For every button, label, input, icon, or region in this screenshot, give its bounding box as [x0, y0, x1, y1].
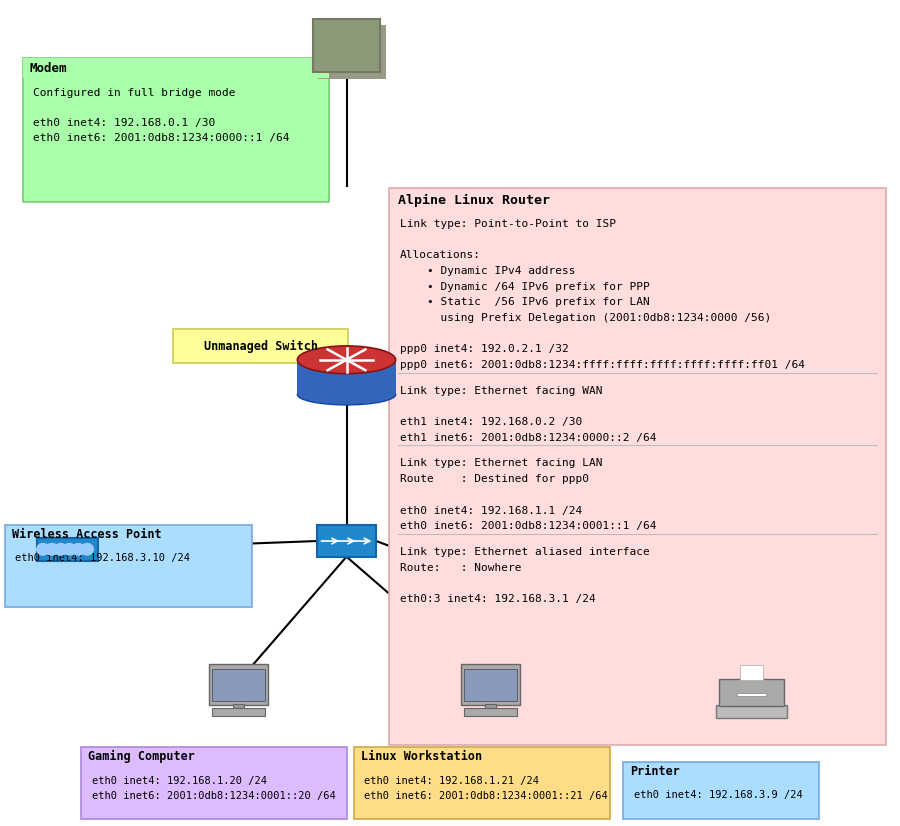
Text: Route:   : Nowhere: Route: : Nowhere — [400, 563, 521, 572]
FancyBboxPatch shape — [22, 58, 328, 202]
FancyBboxPatch shape — [4, 525, 252, 607]
FancyBboxPatch shape — [318, 525, 376, 557]
FancyBboxPatch shape — [719, 679, 784, 706]
Text: eth1 inet6: 2001:0db8:1234:0000::2 /64: eth1 inet6: 2001:0db8:1234:0000::2 /64 — [400, 433, 656, 443]
Text: • Static  /56 IPv6 prefix for LAN: • Static /56 IPv6 prefix for LAN — [400, 297, 650, 307]
FancyBboxPatch shape — [461, 664, 520, 705]
FancyBboxPatch shape — [484, 705, 497, 708]
Circle shape — [46, 544, 58, 555]
FancyBboxPatch shape — [37, 538, 98, 561]
FancyBboxPatch shape — [209, 664, 268, 705]
FancyBboxPatch shape — [716, 705, 788, 719]
Text: Allocations:: Allocations: — [400, 250, 481, 260]
Text: Configured in full bridge mode: Configured in full bridge mode — [33, 88, 236, 97]
Text: Link type: Point-to-Point to ISP: Link type: Point-to-Point to ISP — [400, 219, 616, 229]
Text: Wireless Access Point: Wireless Access Point — [12, 528, 161, 541]
FancyBboxPatch shape — [389, 188, 886, 745]
FancyBboxPatch shape — [22, 58, 328, 78]
Circle shape — [54, 544, 67, 555]
FancyBboxPatch shape — [81, 747, 347, 819]
FancyBboxPatch shape — [319, 25, 386, 79]
Text: Unmanaged Switch: Unmanaged Switch — [203, 339, 318, 353]
Ellipse shape — [297, 384, 396, 405]
FancyBboxPatch shape — [623, 762, 819, 819]
Text: eth1 inet4: 192.168.0.2 /30: eth1 inet4: 192.168.0.2 /30 — [400, 417, 582, 427]
Text: eth0 inet6: 2001:0db8:1234:0001::21 /64: eth0 inet6: 2001:0db8:1234:0001::21 /64 — [364, 791, 608, 801]
Text: Link type: Ethernet aliased interface: Link type: Ethernet aliased interface — [400, 547, 650, 557]
Text: Link type: Ethernet facing WAN: Link type: Ethernet facing WAN — [400, 386, 602, 396]
Text: eth0 inet6: 2001:0db8:1234:0001::1 /64: eth0 inet6: 2001:0db8:1234:0001::1 /64 — [400, 521, 656, 531]
FancyBboxPatch shape — [212, 708, 266, 716]
Text: Printer: Printer — [630, 765, 680, 778]
Text: eth0 inet4: 192.168.0.1 /30: eth0 inet4: 192.168.0.1 /30 — [33, 118, 216, 128]
Ellipse shape — [297, 346, 396, 373]
Text: eth0 inet6: 2001:0db8:1234:0001::20 /64: eth0 inet6: 2001:0db8:1234:0001::20 /64 — [92, 791, 336, 801]
Text: Linux Workstation: Linux Workstation — [361, 750, 482, 763]
Text: • Dynamic IPv4 address: • Dynamic IPv4 address — [400, 266, 575, 276]
FancyBboxPatch shape — [464, 708, 518, 716]
Text: eth0:3 inet4: 192.168.3.1 /24: eth0:3 inet4: 192.168.3.1 /24 — [400, 594, 596, 604]
FancyBboxPatch shape — [232, 705, 245, 708]
Text: eth0 inet4: 192.168.3.9 /24: eth0 inet4: 192.168.3.9 /24 — [634, 790, 802, 800]
Text: Gaming Computer: Gaming Computer — [88, 750, 195, 763]
Circle shape — [81, 544, 94, 555]
Text: ppp0 inet4: 192.0.2.1 /32: ppp0 inet4: 192.0.2.1 /32 — [400, 344, 569, 354]
FancyBboxPatch shape — [736, 692, 767, 695]
Circle shape — [72, 544, 85, 555]
Text: eth0 inet6: 2001:0db8:1234:0000::1 /64: eth0 inet6: 2001:0db8:1234:0000::1 /64 — [33, 134, 290, 144]
FancyBboxPatch shape — [740, 666, 763, 681]
Text: using Prefix Delegation (2001:0db8:1234:0000 /56): using Prefix Delegation (2001:0db8:1234:… — [400, 313, 770, 323]
Text: eth0 inet4: 192.168.1.21 /24: eth0 inet4: 192.168.1.21 /24 — [364, 776, 539, 786]
Text: Link type: Ethernet facing LAN: Link type: Ethernet facing LAN — [400, 458, 602, 468]
Text: Route    : Destined for ppp0: Route : Destined for ppp0 — [400, 474, 589, 484]
FancyBboxPatch shape — [297, 360, 396, 395]
FancyBboxPatch shape — [464, 669, 517, 700]
Text: Alpine Linux Router: Alpine Linux Router — [398, 194, 550, 207]
Text: eth0 inet4: 192.168.1.20 /24: eth0 inet4: 192.168.1.20 /24 — [92, 776, 266, 786]
Text: eth0 inet4: 192.168.1.1 /24: eth0 inet4: 192.168.1.1 /24 — [400, 506, 582, 515]
Text: eth0 inet4: 192.168.3.10 /24: eth0 inet4: 192.168.3.10 /24 — [15, 553, 190, 563]
FancyBboxPatch shape — [313, 18, 381, 72]
Text: ppp0 inet6: 2001:0db8:1234:ffff:ffff:ffff:ffff:ffff:ff01 /64: ppp0 inet6: 2001:0db8:1234:ffff:ffff:fff… — [400, 360, 805, 370]
FancyBboxPatch shape — [212, 669, 265, 700]
Circle shape — [37, 544, 50, 555]
FancyBboxPatch shape — [173, 329, 348, 363]
Circle shape — [63, 544, 76, 555]
FancyBboxPatch shape — [354, 747, 610, 819]
Text: Modem: Modem — [30, 62, 68, 75]
Text: • Dynamic /64 IPv6 prefix for PPP: • Dynamic /64 IPv6 prefix for PPP — [400, 282, 650, 292]
